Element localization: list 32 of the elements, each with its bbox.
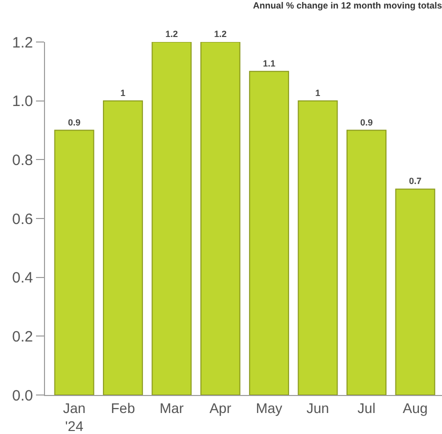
x-tick-label: Feb: [110, 400, 136, 416]
bar: [298, 100, 338, 395]
text: 0.8: [12, 152, 33, 169]
bar: [395, 188, 436, 395]
text: 0.4: [12, 270, 33, 287]
bar: [200, 42, 240, 395]
bar: [346, 130, 386, 395]
data-label: 0.7: [408, 176, 422, 186]
chart-title: Annual % change in 12 month moving totals: [252, 0, 442, 10]
bar: [152, 42, 192, 395]
bar: [249, 70, 290, 395]
x-tick-label: Apr: [209, 400, 232, 416]
text: 1.0: [12, 93, 33, 110]
x-tick-label: Jul: [358, 400, 376, 416]
x-tick-label: Jun: [306, 400, 330, 416]
data-label: 1.2: [165, 29, 178, 39]
text: 1.2: [12, 34, 33, 52]
data-label: 0.9: [68, 117, 80, 128]
x-tick-label: Mar: [160, 400, 184, 416]
bar: [54, 130, 94, 395]
text: 0.0: [12, 387, 33, 404]
x-tick-label: May: [256, 400, 282, 416]
text: 0.2: [12, 328, 33, 346]
bar: [102, 100, 143, 395]
text: 0.6: [12, 210, 33, 228]
data-label: 1.2: [214, 29, 227, 39]
x-tick-label: Aug: [402, 400, 428, 416]
data-label: 1.1: [262, 58, 276, 68]
data-label: 1: [120, 88, 126, 98]
data-label: 1: [315, 88, 320, 98]
x-tick-label: Jan '24: [62, 400, 86, 434]
data-label: 0.9: [360, 117, 373, 128]
